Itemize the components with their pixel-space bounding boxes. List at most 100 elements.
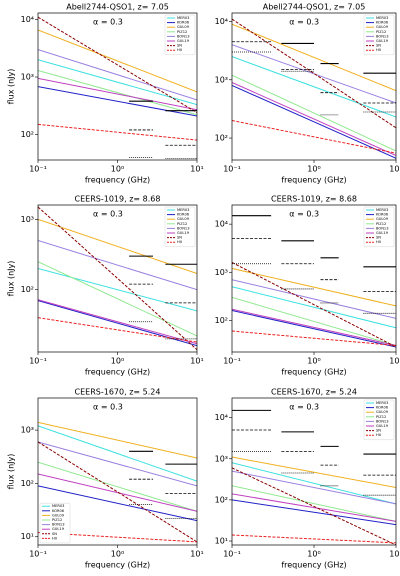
series-line [232,470,396,505]
legend-label: GUL09 [52,513,65,517]
panel-title: CEERS-1019, z= 8.68 [75,195,161,204]
panel: CEERS-1670, z= 5.24 frequency (GHz) flux (… [7,388,204,570]
x-tick-label: 10⁰ [307,357,320,366]
plot-area [38,16,197,160]
legend-box [164,206,196,247]
x-axis-label: frequency (GHz) [281,561,346,570]
x-tick-label: 10⁰ [307,165,320,174]
legend-label: KOR06 [177,213,190,217]
legend-label: KOR06 [52,509,65,513]
series-line [38,532,197,543]
x-tick-label: 10⁻¹ [223,165,241,174]
legend-label: BON13 [52,523,65,527]
legend-label: MER03 [376,16,388,20]
series-line [232,81,396,157]
y-tick-label: 10⁴ [21,15,34,24]
series-line [38,49,197,101]
legend-label: PIZ12 [376,222,386,226]
series-line [38,123,197,141]
x-axis-label: frequency (GHz) [85,176,150,185]
series-line [232,310,396,348]
y-tick-label: 10² [215,495,228,504]
series-line [232,534,396,544]
series-line [38,69,197,116]
legend-label: GUL09 [376,410,389,414]
annotation: α = 0.3 [93,403,123,412]
y-tick-label: 10⁴ [215,17,228,26]
series-line [232,296,396,346]
legend-label: SN [376,429,381,433]
series-line [38,461,197,512]
legend-box [363,206,395,247]
y-tick-label: 10³ [215,268,228,277]
panel: Abell2744-QSO1, z= 7.05 frequency (GHz) 10… [215,3,400,185]
legend-label: BON13 [177,226,190,230]
series-line [232,44,396,104]
y-axis-label: flux (nJy) [7,69,16,105]
x-tick-label: 10⁻¹ [29,357,47,366]
legend-label: KOR06 [376,406,389,410]
legend-label: PIZ12 [376,30,386,34]
legend-label: KOR06 [376,213,389,217]
y-tick-label: 10⁴ [215,220,228,229]
x-tick-label: 10⁻¹ [29,550,47,559]
x-axis-label: frequency (GHz) [85,561,150,570]
legend-label: GUL09 [376,217,389,221]
legend-label: PIZ12 [177,30,187,34]
legend-label: SN [376,44,381,48]
x-axis-label: frequency (GHz) [85,368,150,377]
legend-label: MER03 [177,16,189,20]
annotation: α = 0.3 [289,18,319,27]
plot-area [38,421,197,543]
legend-box [363,399,395,440]
plot-frame [231,12,397,161]
y-tick-label: 10² [215,316,228,325]
panel: Abell2744-QSO1, z= 7.05 frequency (GHz) fl… [7,3,204,185]
x-tick-label: 10¹ [190,550,203,559]
legend-label: MER03 [376,208,388,212]
series-line [232,120,396,154]
series-line [232,74,396,152]
plot-area [232,215,396,348]
x-tick-label: 10¹ [190,357,203,366]
plot-frame [37,204,198,353]
series-line [38,299,197,345]
panel-title: CEERS-1670, z= 5.24 [271,388,357,397]
panel-title: CEERS-1019, z= 8.68 [271,195,357,204]
legend-label: BON13 [376,226,389,230]
annotation: α = 0.3 [289,403,319,412]
legend-box [363,14,395,55]
series-line [232,485,396,522]
legend-label: GUL19 [376,424,389,428]
series-line [38,16,197,114]
series-line [38,441,197,487]
series-line [232,493,396,522]
plot-frame [231,397,397,546]
plot-frame [37,12,198,161]
legend-label: PIZ12 [52,518,62,522]
x-tick-label: 10⁰ [307,550,320,559]
series-line [232,330,396,347]
x-tick-label: 10⁰ [111,165,124,174]
legend-label: MER03 [52,504,64,508]
x-tick-label: 10¹ [389,550,400,559]
series-line [38,29,197,93]
series-line [38,77,197,111]
legend-label: HII [177,240,182,244]
y-tick-label: 10² [21,285,34,294]
series-line [38,300,197,347]
y-tick-label: 10¹ [215,537,228,546]
legend-label: GUL19 [177,39,190,43]
series-line [232,308,396,347]
plot-area [232,18,396,159]
legend-label: KOR06 [376,21,389,25]
series-line [232,456,396,488]
legend-label: GUL09 [177,217,190,221]
y-tick-label: 10² [215,134,228,143]
legend-label: PIZ12 [376,415,386,419]
series-line [232,23,396,92]
legend-label: SN [177,44,182,48]
x-tick-label: 10¹ [190,165,203,174]
y-tick-label: 10² [21,479,34,488]
